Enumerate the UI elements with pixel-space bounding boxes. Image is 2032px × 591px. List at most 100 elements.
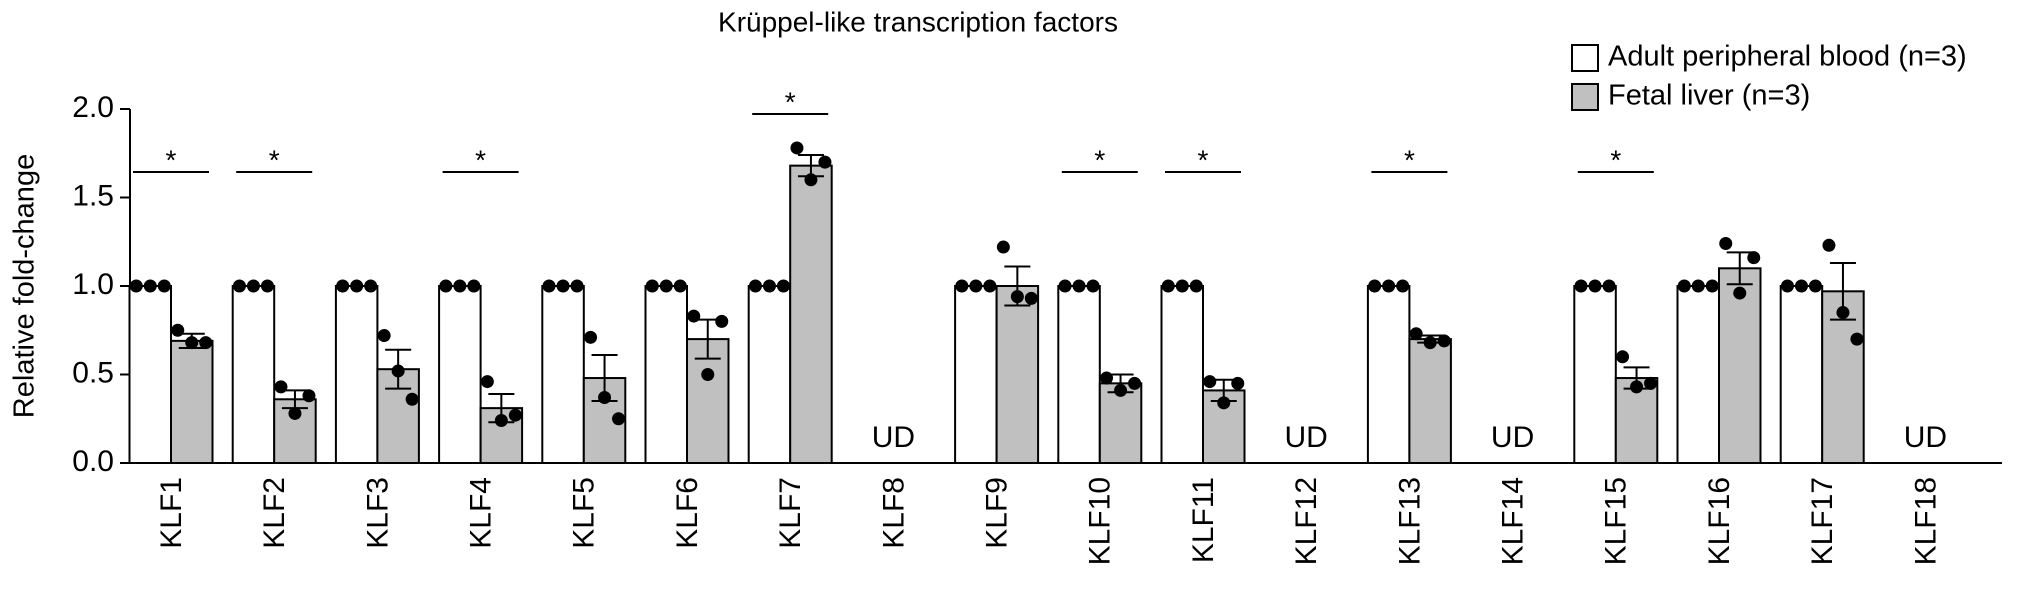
data-point — [598, 391, 612, 405]
x-tick-label: KLF7 — [774, 477, 807, 549]
data-point — [556, 279, 570, 293]
data-point — [818, 155, 832, 169]
data-point — [480, 375, 494, 389]
y-tick-label: 2.0 — [72, 91, 114, 124]
bar — [1160, 285, 1204, 464]
data-point — [232, 279, 246, 293]
data-point — [1423, 336, 1437, 350]
x-tick-label: KLF15 — [1600, 477, 1633, 565]
data-point — [955, 279, 969, 293]
data-point — [1822, 238, 1836, 252]
data-point — [645, 279, 659, 293]
data-point — [171, 323, 185, 337]
data-point — [748, 279, 762, 293]
data-point — [1780, 279, 1794, 293]
x-tick-label: KLF5 — [568, 477, 601, 549]
data-point — [377, 329, 391, 343]
data-point — [1217, 396, 1231, 410]
bar — [334, 285, 379, 464]
data-point — [1836, 306, 1850, 320]
data-point — [790, 141, 804, 155]
data-point — [1705, 279, 1719, 293]
data-point — [508, 408, 522, 422]
x-tick-label: KLF14 — [1497, 477, 1530, 565]
data-point — [1747, 251, 1761, 265]
data-point — [996, 240, 1010, 254]
data-point — [260, 279, 274, 293]
data-point — [157, 279, 171, 293]
data-point — [1808, 279, 1822, 293]
data-point — [1719, 237, 1733, 251]
data-point — [969, 279, 983, 293]
legend-swatch — [1571, 83, 1599, 111]
y-tick-label: 1.5 — [72, 179, 114, 212]
data-point — [1850, 332, 1864, 346]
data-point — [1691, 279, 1705, 293]
bar — [231, 285, 276, 464]
data-point — [199, 336, 213, 350]
bar — [995, 285, 1040, 464]
data-point — [570, 279, 584, 293]
data-point — [1794, 279, 1808, 293]
significance-label: * — [1198, 144, 1209, 175]
data-point — [715, 314, 729, 328]
data-point — [804, 173, 818, 187]
x-tick-label: KLF18 — [1909, 477, 1942, 565]
data-point — [1161, 279, 1175, 293]
data-point — [1409, 327, 1423, 341]
significance-label: * — [785, 86, 796, 117]
data-point — [336, 279, 350, 293]
data-point — [453, 279, 467, 293]
data-point — [1677, 279, 1691, 293]
data-point — [129, 279, 143, 293]
bar — [438, 285, 482, 464]
data-point — [612, 412, 626, 426]
x-tick-label: KLF1 — [155, 477, 188, 549]
data-point — [1574, 279, 1588, 293]
bar — [1779, 285, 1824, 464]
data-point — [1058, 279, 1072, 293]
bar — [1718, 267, 1762, 464]
bar — [644, 285, 688, 464]
significance-label: * — [166, 144, 177, 175]
data-point — [762, 279, 776, 293]
data-point — [1588, 279, 1602, 293]
value-label: UD — [1491, 421, 1534, 454]
value-label: UD — [1904, 421, 1947, 454]
x-tick-label: KLF16 — [1703, 477, 1736, 565]
x-tick-label: KLF9 — [981, 477, 1014, 549]
legend-label: Adult peripheral blood (n=3) — [1608, 41, 1967, 73]
significance-label: * — [1094, 144, 1105, 175]
value-label: UD — [872, 421, 915, 454]
x-tick-label: KLF11 — [1187, 477, 1220, 563]
data-point — [1010, 290, 1024, 304]
bar — [789, 164, 833, 464]
data-point — [350, 279, 364, 293]
y-axis-label: Relative fold-change — [9, 154, 41, 418]
bar — [954, 285, 998, 464]
data-point — [1644, 376, 1658, 390]
bar — [1573, 285, 1617, 464]
x-tick-label: KLF3 — [361, 477, 394, 549]
significance-label: * — [269, 144, 280, 175]
data-point — [1231, 376, 1245, 390]
legend-swatch — [1571, 44, 1599, 72]
data-point — [673, 279, 687, 293]
data-point — [405, 392, 419, 406]
data-point — [288, 406, 302, 420]
data-point — [1733, 286, 1747, 300]
data-point — [1630, 380, 1644, 394]
data-point — [185, 336, 199, 350]
data-point — [143, 279, 157, 293]
data-point — [246, 279, 260, 293]
x-tick-label: KLF10 — [1084, 477, 1117, 565]
data-point — [659, 279, 673, 293]
bar — [1057, 285, 1101, 464]
data-point — [1100, 371, 1114, 385]
significance-label: * — [1610, 144, 1621, 175]
data-point — [542, 279, 556, 293]
data-point — [687, 309, 701, 323]
bar — [686, 338, 730, 465]
y-tick-label: 1.0 — [72, 268, 114, 301]
